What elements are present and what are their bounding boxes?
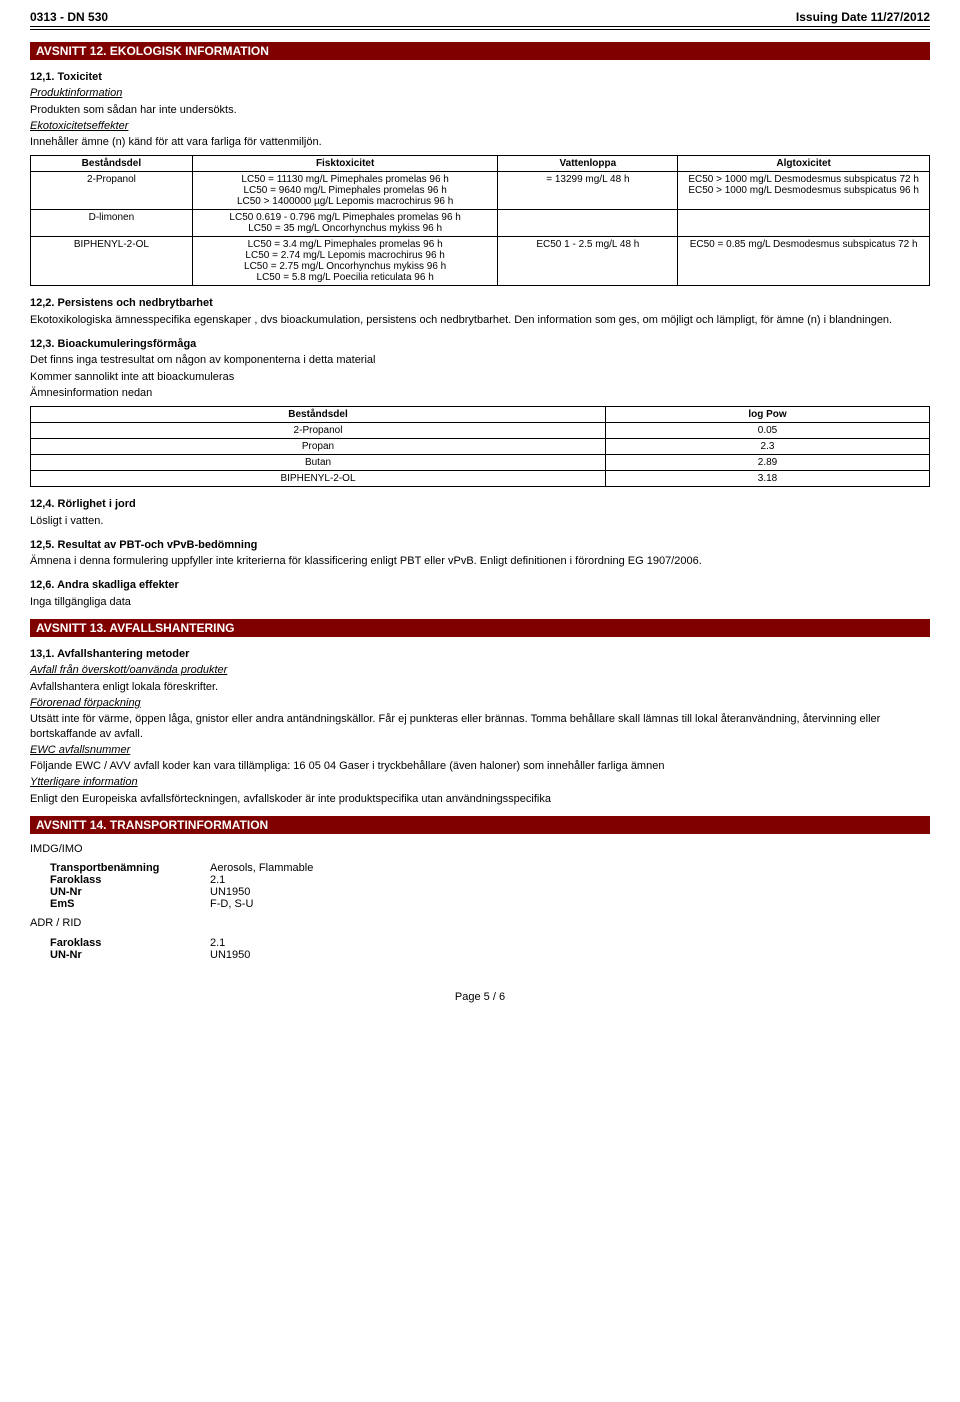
- kv-key: Transportbenämning: [50, 862, 210, 874]
- table-row: Butan2.89: [31, 455, 930, 471]
- s12-h6: 12,6. Andra skadliga effekter: [30, 578, 930, 592]
- s13-sub2-label: Förorenad förpackning: [30, 696, 930, 710]
- section-13-title: AVSNITT 13. AVFALLSHANTERING: [30, 619, 930, 637]
- s13-sub3-text: Följande EWC / AVV avfall koder kan vara…: [30, 759, 930, 773]
- table-cell: D-limonen: [31, 210, 193, 237]
- kv-key: UN-Nr: [50, 886, 210, 898]
- table-header: Vattenloppa: [498, 156, 678, 172]
- table-cell: LC50 = 11130 mg/L Pimephales promelas 96…: [192, 172, 498, 210]
- toxicity-table: BeståndsdelFisktoxicitetVattenloppaAlgto…: [30, 155, 930, 286]
- table-cell: EC50 > 1000 mg/L Desmodesmus subspicatus…: [678, 172, 930, 210]
- section-14-title: AVSNITT 14. TRANSPORTINFORMATION: [30, 816, 930, 834]
- s12-h4-text: Lösligt i vatten.: [30, 514, 930, 528]
- s14-rows2: Faroklass2.1UN-NrUN1950: [50, 937, 930, 961]
- kv-row: UN-NrUN1950: [50, 949, 930, 961]
- kv-value: UN1950: [210, 886, 250, 898]
- table-cell: 2-Propanol: [31, 423, 606, 439]
- table-cell: LC50 = 3.4 mg/L Pimephales promelas 96 h…: [192, 237, 498, 286]
- table-header: Algtoxicitet: [678, 156, 930, 172]
- kv-key: Faroklass: [50, 937, 210, 949]
- s13-sub4-text: Enligt den Europeiska avfallsförteckning…: [30, 792, 930, 806]
- table-cell: = 13299 mg/L 48 h: [498, 172, 678, 210]
- kv-key: Faroklass: [50, 874, 210, 886]
- s12-h3-text3: Ämnesinformation nedan: [30, 386, 930, 400]
- header-divider: [30, 29, 930, 30]
- table-header: Fisktoxicitet: [192, 156, 498, 172]
- s12-ecotox-text: Innehåller ämne (n) känd för att vara fa…: [30, 135, 930, 149]
- s12-prodinfo-label: Produktinformation: [30, 86, 930, 100]
- s12-h5: 12,5. Resultat av PBT-och vPvB-bedömning: [30, 538, 930, 552]
- kv-value: UN1950: [210, 949, 250, 961]
- page-header: 0313 - DN 530 Issuing Date 11/27/2012: [30, 10, 930, 27]
- s13-sub2-text: Utsätt inte för värme, öppen låga, gnist…: [30, 712, 930, 741]
- kv-row: TransportbenämningAerosols, Flammable: [50, 862, 930, 874]
- table-cell: [498, 210, 678, 237]
- kv-key: UN-Nr: [50, 949, 210, 961]
- s12-h4: 12,4. Rörlighet i jord: [30, 497, 930, 511]
- table-cell: 3.18: [606, 471, 930, 487]
- table-cell: EC50 1 - 2.5 mg/L 48 h: [498, 237, 678, 286]
- s13-sub4-label: Ytterligare information: [30, 775, 930, 789]
- s12-h2: 12,2. Persistens och nedbrytbarhet: [30, 296, 930, 310]
- table-cell: Propan: [31, 439, 606, 455]
- s12-h5-text: Ämnena i denna formulering uppfyller int…: [30, 554, 930, 568]
- table-row: 2-PropanolLC50 = 11130 mg/L Pimephales p…: [31, 172, 930, 210]
- table-header: Beståndsdel: [31, 407, 606, 423]
- table-cell: 0.05: [606, 423, 930, 439]
- table-row: BIPHENYL-2-OLLC50 = 3.4 mg/L Pimephales …: [31, 237, 930, 286]
- s12-h3-text1: Det finns inga testresultat om någon av …: [30, 353, 930, 367]
- s12-h6-text: Inga tillgängliga data: [30, 595, 930, 609]
- logpow-table: Beståndsdellog Pow 2-Propanol0.05Propan2…: [30, 406, 930, 487]
- kv-row: Faroklass2.1: [50, 937, 930, 949]
- page-footer: Page 5 / 6: [30, 991, 930, 1003]
- table-row: D-limonenLC50 0.619 - 0.796 mg/L Pimepha…: [31, 210, 930, 237]
- s13-sub3-label: EWC avfallsnummer: [30, 743, 930, 757]
- table-cell: BIPHENYL-2-OL: [31, 471, 606, 487]
- header-left: 0313 - DN 530: [30, 10, 108, 24]
- s13-h1: 13,1. Avfallshantering metoder: [30, 647, 930, 661]
- table-row: BIPHENYL-2-OL3.18: [31, 471, 930, 487]
- kv-row: EmSF-D, S-U: [50, 898, 930, 910]
- s14-group1: IMDG/IMO: [30, 842, 930, 856]
- table-cell: Butan: [31, 455, 606, 471]
- kv-key: EmS: [50, 898, 210, 910]
- table-cell: [678, 210, 930, 237]
- kv-value: F-D, S-U: [210, 898, 253, 910]
- s12-h2-text: Ekotoxikologiska ämnesspecifika egenskap…: [30, 313, 930, 327]
- kv-value: 2.1: [210, 874, 225, 886]
- kv-row: Faroklass2.1: [50, 874, 930, 886]
- table-cell: 2-Propanol: [31, 172, 193, 210]
- s14-rows1: TransportbenämningAerosols, FlammableFar…: [50, 862, 930, 910]
- kv-value: 2.1: [210, 937, 225, 949]
- s12-prodinfo-text: Produkten som sådan har inte undersökts.: [30, 103, 930, 117]
- table-cell: LC50 0.619 - 0.796 mg/L Pimephales prome…: [192, 210, 498, 237]
- header-right: Issuing Date 11/27/2012: [796, 10, 930, 24]
- section-12-title: AVSNITT 12. EKOLOGISK INFORMATION: [30, 42, 930, 60]
- table-row: Propan2.3: [31, 439, 930, 455]
- kv-row: UN-NrUN1950: [50, 886, 930, 898]
- table-cell: 2.89: [606, 455, 930, 471]
- s14-group2: ADR / RID: [30, 916, 930, 930]
- table-header: log Pow: [606, 407, 930, 423]
- table-cell: BIPHENYL-2-OL: [31, 237, 193, 286]
- table-header: Beståndsdel: [31, 156, 193, 172]
- s12-h1: 12,1. Toxicitet: [30, 70, 930, 84]
- table-row: 2-Propanol0.05: [31, 423, 930, 439]
- s13-sub1-text: Avfallshantera enligt lokala föreskrifte…: [30, 680, 930, 694]
- table-cell: EC50 = 0.85 mg/L Desmodesmus subspicatus…: [678, 237, 930, 286]
- s12-h3-text2: Kommer sannolikt inte att bioackumuleras: [30, 370, 930, 384]
- s13-sub1-label: Avfall från överskott/oanvända produkter: [30, 663, 930, 677]
- table-cell: 2.3: [606, 439, 930, 455]
- kv-value: Aerosols, Flammable: [210, 862, 313, 874]
- s12-ecotox-label: Ekotoxicitetseffekter: [30, 119, 930, 133]
- s12-h3: 12,3. Bioackumuleringsförmåga: [30, 337, 930, 351]
